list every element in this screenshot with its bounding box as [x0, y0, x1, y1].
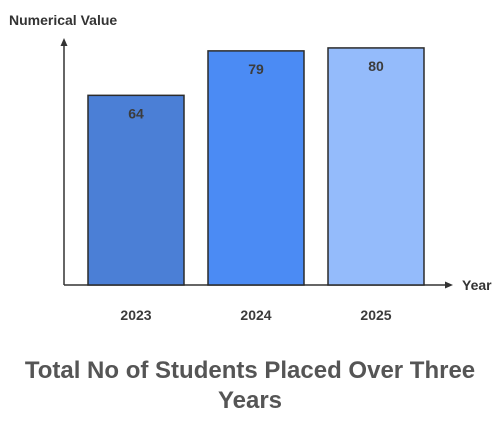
bars-group: 64 79 80 — [87, 47, 425, 286]
x-axis-arrow-icon — [445, 281, 453, 289]
bar-2024 — [207, 50, 305, 286]
x-tick-label-2025: 2025 — [360, 307, 391, 323]
x-tick-label-2023: 2023 — [120, 307, 151, 323]
value-label-2025: 80 — [368, 58, 384, 74]
value-label-2023: 64 — [128, 105, 144, 121]
x-axis-title: Year — [462, 277, 492, 293]
y-axis-arrow-icon — [60, 38, 68, 46]
bar-2023 — [87, 94, 185, 286]
x-tick-label-2024: 2024 — [240, 307, 271, 323]
y-axis-title: Numerical Value — [9, 12, 117, 28]
chart-title: Total No of Students Placed Over Three Y… — [24, 357, 476, 414]
bar-2025 — [327, 47, 425, 286]
value-label-2024: 79 — [248, 61, 264, 77]
x-tick-labels: 2023 2024 2025 — [120, 307, 391, 323]
